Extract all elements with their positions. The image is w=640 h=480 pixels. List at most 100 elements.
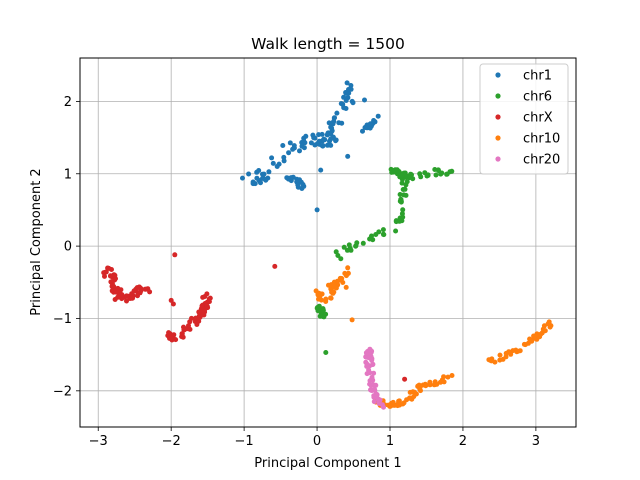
- y-tick-label: −2: [53, 384, 72, 399]
- legend-marker-chr10: [495, 135, 501, 141]
- data-point-chr1: [288, 175, 294, 181]
- data-point-chr10: [497, 357, 503, 363]
- data-point-chrX: [402, 376, 408, 382]
- y-tick-label: 0: [64, 240, 72, 255]
- data-point-chrX: [200, 294, 206, 300]
- data-point-chr6: [369, 233, 374, 239]
- data-point-chr10: [388, 403, 393, 409]
- data-point-chr1: [339, 120, 345, 126]
- data-point-chrX: [112, 272, 118, 278]
- ticks-layer: −3 −2 −1 0 1 2 3 −2 −1 0 1 2: [53, 95, 540, 449]
- data-point-chr20: [371, 399, 377, 405]
- data-point-chr10: [337, 275, 343, 281]
- data-point-chr1: [341, 94, 347, 100]
- data-point-chr1: [287, 140, 293, 146]
- data-point-chr6: [316, 303, 322, 309]
- data-point-chr6: [338, 256, 344, 262]
- y-tick-label: −1: [53, 312, 72, 327]
- data-point-chr10: [445, 374, 451, 380]
- data-point-chr6: [341, 244, 347, 250]
- data-point-chrX: [206, 299, 212, 305]
- data-point-chr1: [302, 140, 308, 146]
- data-point-chr10: [332, 284, 338, 290]
- data-point-chr20: [369, 388, 374, 393]
- data-point-chr10: [395, 401, 401, 407]
- data-point-chrX: [187, 319, 193, 325]
- data-point-chrX: [131, 288, 137, 294]
- legend-marker-chr20: [495, 156, 501, 162]
- data-point-chr10: [317, 291, 323, 297]
- data-point-chr1: [280, 143, 286, 148]
- data-point-chr6: [344, 247, 350, 253]
- data-point-chrX: [199, 303, 205, 309]
- data-point-chrX: [201, 312, 207, 318]
- data-point-chrX: [102, 273, 107, 279]
- series-chr6: [314, 166, 455, 355]
- data-point-chr1: [362, 97, 367, 103]
- data-point-chr10: [427, 379, 433, 385]
- data-point-chrX: [167, 331, 173, 337]
- data-point-chrX: [130, 295, 135, 301]
- data-point-chr10: [318, 297, 324, 303]
- data-point-chr20: [367, 378, 373, 384]
- data-point-chr1: [340, 101, 346, 107]
- data-point-chr1: [250, 179, 256, 185]
- data-point-chr6: [418, 174, 424, 180]
- data-point-chr6: [380, 231, 386, 237]
- data-point-chr6: [404, 179, 410, 185]
- data-point-chrX: [115, 285, 121, 291]
- data-point-chr6: [438, 171, 444, 177]
- data-point-chr1: [316, 132, 322, 138]
- data-point-chrX: [111, 284, 117, 289]
- legend-label-chrX: chrX: [523, 111, 553, 126]
- y-tick-label: 2: [64, 95, 72, 110]
- data-point-chr10: [497, 352, 503, 358]
- data-point-chr6: [318, 309, 324, 315]
- data-point-chr1: [345, 153, 351, 159]
- data-point-chr1: [281, 158, 287, 164]
- data-point-chr1: [331, 115, 337, 121]
- data-point-chrX: [142, 286, 148, 292]
- data-point-chr10: [439, 377, 445, 383]
- data-point-chr1: [344, 80, 350, 86]
- data-point-chr10: [513, 347, 519, 353]
- data-point-chrX: [136, 284, 142, 290]
- data-point-chr1: [276, 161, 282, 167]
- legend-label-chr10: chr10: [523, 132, 560, 147]
- y-tick-label: 1: [64, 167, 72, 182]
- data-point-chr6: [360, 240, 366, 246]
- x-tick-label: 0: [313, 434, 321, 449]
- x-tick-label: 1: [386, 434, 394, 449]
- data-point-chr10: [449, 373, 455, 378]
- data-point-chr1: [297, 148, 302, 154]
- series-chr1: [240, 80, 381, 213]
- legend: chr1 chr6 chrX chr10 chr20: [479, 63, 569, 175]
- data-point-chr1: [360, 128, 365, 134]
- data-point-chr6: [407, 174, 413, 180]
- data-point-chrX: [105, 265, 111, 271]
- legend-marker-chr6: [495, 93, 501, 99]
- data-point-chr10: [542, 328, 548, 334]
- data-point-chr6: [323, 350, 329, 355]
- data-point-chr10: [537, 334, 543, 340]
- data-point-chr10: [345, 270, 351, 276]
- plot-frame: [79, 57, 577, 428]
- data-point-chr10: [434, 381, 440, 387]
- data-point-chr10: [529, 338, 535, 344]
- data-point-chr1: [266, 169, 272, 175]
- data-point-chr1: [260, 175, 265, 181]
- data-point-chr1: [314, 207, 320, 213]
- data-point-chr6: [424, 173, 430, 179]
- series-chrX: [101, 252, 408, 382]
- data-point-chr1: [246, 171, 252, 177]
- data-point-chrX: [197, 314, 203, 320]
- data-point-chr20: [363, 350, 369, 356]
- data-point-chr1: [326, 142, 332, 147]
- data-point-chrX: [138, 288, 144, 294]
- data-point-chr1: [346, 87, 351, 92]
- legend-label-chr1: chr1: [523, 69, 552, 84]
- data-point-chrX: [102, 269, 108, 275]
- data-point-chr10: [326, 282, 331, 288]
- data-point-chrX: [115, 294, 121, 300]
- data-point-chr1: [270, 160, 276, 166]
